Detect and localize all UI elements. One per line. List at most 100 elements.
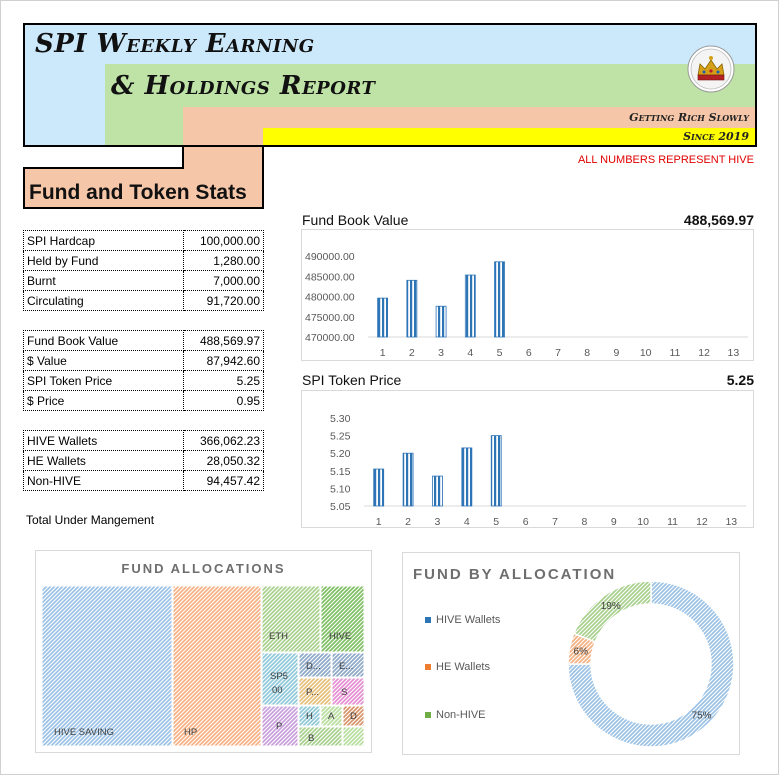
treemap-label: D... — [306, 661, 321, 672]
x-tick-label: 10 — [637, 516, 649, 527]
row-value: 100,000.00 — [184, 231, 264, 251]
row-label: HE Wallets — [24, 451, 184, 471]
token-supply-table: SPI Hardcap100,000.00 Held by Fund1,280.… — [23, 230, 264, 311]
treemap-tile — [321, 586, 364, 652]
row-label: $ Value — [24, 351, 184, 371]
bar — [378, 298, 388, 337]
y-tick-label: 5.10 — [330, 483, 351, 495]
bar — [495, 262, 505, 337]
donut-value-label: 6% — [574, 647, 589, 658]
table-row: HE Wallets28,050.32 — [24, 451, 264, 471]
legend-label: HIVE Wallets — [436, 614, 501, 626]
row-value: 7,000.00 — [184, 271, 264, 291]
x-tick-label: 12 — [698, 347, 710, 359]
x-tick-label: 13 — [725, 516, 737, 527]
row-label: Held by Fund — [24, 251, 184, 271]
y-tick-label: 5.15 — [330, 466, 351, 478]
legend-label: Non-HIVE — [436, 709, 486, 721]
fund-book-bar-chart: 490000.00485000.00480000.00475000.004700… — [302, 230, 753, 360]
x-tick-label: 9 — [611, 516, 617, 527]
table-row: SPI Token Price5.25 — [24, 371, 264, 391]
bar — [436, 306, 446, 337]
fund-value-table: Fund Book Value488,569.97 $ Value87,942.… — [23, 330, 264, 411]
row-value: 94,457.42 — [184, 471, 264, 491]
treemap-label: 00 — [272, 685, 283, 696]
x-tick-label: 7 — [555, 347, 561, 359]
report-title-line2: & Holdings Report — [111, 71, 375, 101]
x-tick-label: 2 — [405, 516, 411, 527]
bar — [403, 453, 413, 506]
x-tick-label: 8 — [581, 516, 587, 527]
y-tick-label: 485000.00 — [305, 271, 355, 283]
fund-book-headline: 488,569.97 — [601, 212, 754, 228]
x-tick-label: 8 — [584, 347, 590, 359]
row-label: Burnt — [24, 271, 184, 291]
table-row: Burnt7,000.00 — [24, 271, 264, 291]
fund-book-chart: 490000.00485000.00480000.00475000.004700… — [301, 229, 754, 361]
x-tick-label: 11 — [667, 516, 678, 527]
treemap-label: HIVE SAVING — [54, 727, 114, 738]
x-tick-label: 7 — [552, 516, 558, 527]
table-row: Circulating91,720.00 — [24, 291, 264, 311]
x-tick-label: 5 — [493, 516, 499, 527]
y-tick-label: 5.05 — [330, 501, 351, 513]
treemap-label: B — [308, 733, 314, 744]
y-tick-label: 5.30 — [330, 413, 351, 425]
token-price-chart-title: SPI Token Price — [302, 372, 401, 388]
row-label: Non-HIVE — [24, 471, 184, 491]
table-row: $ Price0.95 — [24, 391, 264, 411]
fund-allocations-treemap: HIVE SAVINGHPETHHIVED...E...P...SPHADBSP… — [36, 551, 371, 752]
y-tick-label: 480000.00 — [305, 292, 355, 304]
crown-logo-icon — [687, 45, 735, 93]
report-tagline: Getting Rich Slowly — [629, 111, 749, 124]
fund-by-allocation-panel: FUND BY ALLOCATION 75%6%19%HIVE WalletsH… — [402, 552, 740, 755]
table-row: Held by Fund1,280.00 — [24, 251, 264, 271]
row-value: 5.25 — [184, 371, 264, 391]
report-banner: SPI Weekly Earning & Holdings Report Get… — [23, 23, 757, 147]
row-value: 366,062.23 — [184, 431, 264, 451]
legend-swatch — [425, 712, 431, 718]
table-row: SPI Hardcap100,000.00 — [24, 231, 264, 251]
treemap-tile — [173, 586, 261, 746]
row-label: Circulating — [24, 291, 184, 311]
report-since: Since 2019 — [683, 130, 749, 143]
legend-label: HE Wallets — [436, 661, 490, 673]
row-value: 0.95 — [184, 391, 264, 411]
row-label: SPI Hardcap — [24, 231, 184, 251]
row-value: 87,942.60 — [184, 351, 264, 371]
x-tick-label: 9 — [614, 347, 620, 359]
table-row: $ Value87,942.60 — [24, 351, 264, 371]
treemap-label: HP — [184, 727, 197, 738]
y-tick-label: 475000.00 — [305, 312, 355, 324]
treemap-label: HIVE — [329, 631, 351, 642]
x-tick-label: 4 — [467, 347, 473, 359]
row-label: $ Price — [24, 391, 184, 411]
row-label: HIVE Wallets — [24, 431, 184, 451]
fund-allocations-panel: FUND ALLOCATIONS HIVE SAVINGHPETHHIVED..… — [35, 550, 372, 753]
treemap-tile — [343, 727, 364, 746]
x-tick-label: 10 — [640, 347, 652, 359]
token-price-headline: 5.25 — [601, 372, 754, 388]
total-under-management-label: Total Under Mangement — [26, 513, 154, 527]
treemap-label: P... — [306, 687, 319, 698]
bar — [462, 448, 472, 506]
x-tick-label: 6 — [523, 516, 529, 527]
row-value: 28,050.32 — [184, 451, 264, 471]
legend-swatch — [425, 664, 431, 670]
treemap-label: E... — [339, 661, 353, 672]
x-tick-label: 2 — [409, 347, 415, 359]
y-tick-label: 5.25 — [330, 431, 351, 443]
treemap-label: ETH — [269, 631, 288, 642]
table-row: Non-HIVE94,457.42 — [24, 471, 264, 491]
x-tick-label: 5 — [497, 347, 503, 359]
x-tick-label: 4 — [464, 516, 470, 527]
donut-value-label: 75% — [692, 711, 712, 722]
x-tick-label: 3 — [435, 516, 441, 527]
treemap-label: SP5 — [270, 671, 288, 682]
table-row: HIVE Wallets366,062.23 — [24, 431, 264, 451]
y-tick-label: 490000.00 — [305, 251, 355, 263]
x-tick-label: 1 — [376, 516, 382, 527]
donut-value-label: 19% — [601, 601, 621, 612]
row-value: 488,569.97 — [184, 331, 264, 351]
